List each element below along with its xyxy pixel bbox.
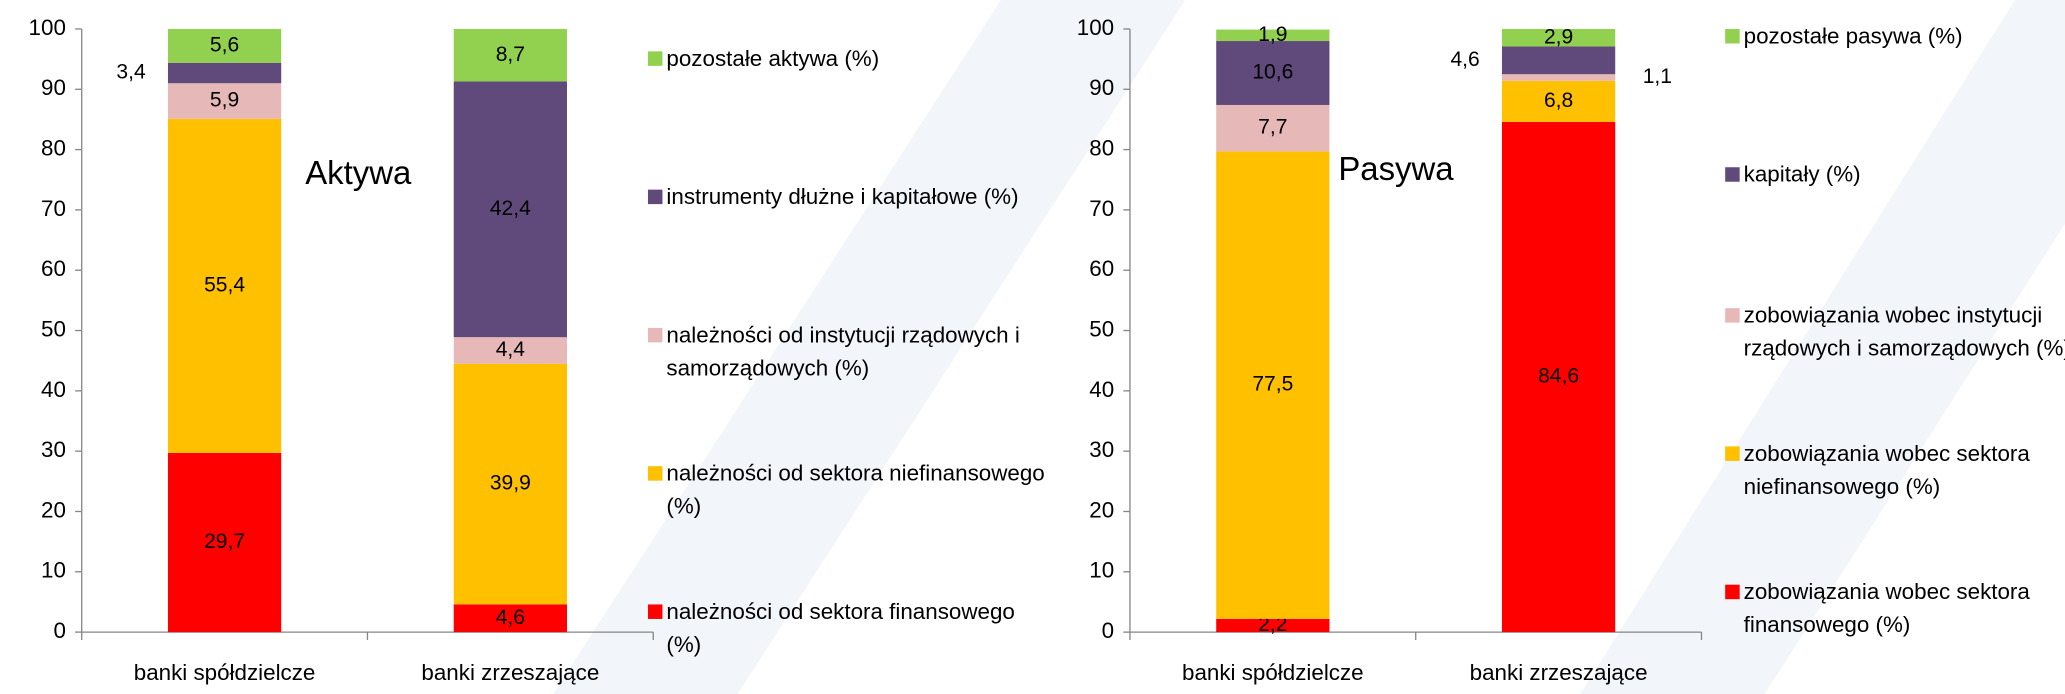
data-label: 4,6 (496, 606, 525, 629)
data-label: 7,7 (1258, 116, 1287, 139)
y-tick-label: 20 (1089, 497, 1114, 522)
y-tick-label: 40 (1089, 377, 1114, 402)
data-label: 29,7 (204, 530, 245, 553)
y-tick-label: 0 (53, 618, 65, 643)
y-tick-label: 50 (1089, 316, 1114, 341)
bar-segment (1501, 74, 1616, 81)
bar-segment (167, 62, 282, 84)
data-label: 6,8 (1544, 89, 1573, 112)
legend-item: zobowiązania wobec sektora niefinansoweg… (1743, 441, 2030, 500)
legend-swatch (1725, 308, 1740, 323)
legend-item: pozostałe pasywa (%) (1743, 23, 1963, 49)
legend-item: kapitały (%) (1743, 161, 1861, 187)
legend-swatch (647, 604, 663, 619)
data-label: 42,4 (490, 197, 531, 220)
legend-swatch (647, 327, 663, 343)
bar-segment (1501, 46, 1616, 75)
bar-segment (1216, 41, 1330, 105)
y-tick-label: 10 (41, 558, 66, 583)
legend-item: zobowiązania wobec instytucji rządowych … (1743, 302, 2065, 361)
y-tick-label: 60 (41, 256, 66, 281)
annotation: Pasywa (1338, 150, 1454, 187)
bar-segment (453, 363, 567, 605)
y-tick-label: 40 (41, 377, 66, 402)
data-label: 5,9 (210, 89, 239, 112)
y-tick-label: 100 (29, 15, 66, 40)
legend-item: pozostałe aktywa (%) (666, 46, 880, 72)
bar-segment (1216, 151, 1330, 619)
y-tick-label: 30 (1089, 437, 1114, 462)
bar-segment (167, 83, 282, 119)
x-tick-label: banki zrzeszające (421, 660, 599, 685)
legend-swatch (647, 189, 663, 205)
legend-label: kapitały (%) (1743, 161, 1861, 187)
data-label: 1,9 (1258, 23, 1287, 46)
data-label: 77,5 (1252, 373, 1293, 396)
y-tick-label: 60 (1089, 256, 1114, 281)
watermark (553, 0, 2065, 694)
x-tick-label: banki zrzeszające (1470, 660, 1648, 685)
y-tick-label: 70 (41, 196, 66, 221)
legend-swatch (1725, 167, 1740, 182)
bar-segment (453, 604, 567, 633)
y-tick-label: 90 (1089, 75, 1114, 100)
x-tick-label: banki spółdzielcze (134, 660, 316, 685)
data-label: 5,6 (210, 33, 239, 56)
legend-item: należności od sektora niefinansowego (%) (666, 460, 1045, 519)
legend-swatch (1725, 446, 1740, 461)
legend-item: należności od sektora finansowego (%) (666, 599, 1015, 658)
y-tick-label: 0 (1102, 618, 1114, 643)
legend-label: należności od instytucji rządowych i sam… (666, 322, 1020, 381)
data-label: 2,9 (1544, 25, 1573, 48)
y-tick-label: 30 (41, 437, 66, 462)
legend-swatch (1725, 584, 1740, 600)
legend-label: należności od sektora niefinansowego (%) (666, 460, 1045, 519)
bar-segment (1501, 80, 1616, 122)
bar-segment (1216, 618, 1330, 633)
legend-item: instrumenty dłużne i kapitałowe (%) (666, 184, 1019, 210)
bar-segment (453, 337, 567, 364)
data-label: 8,7 (496, 43, 525, 66)
legend-label: zobowiązania wobec sektora finansowego (… (1743, 579, 2030, 638)
y-tick-label: 80 (41, 136, 66, 161)
data-label: 3,4 (116, 61, 146, 84)
bar-segment (167, 452, 282, 633)
legend-label: należności od sektora finansowego (%) (666, 599, 1015, 658)
bar-segment (453, 28, 567, 82)
bar-segment (1216, 104, 1330, 152)
y-tick-label: 20 (41, 497, 66, 522)
legend-label: instrumenty dłużne i kapitałowe (%) (666, 184, 1019, 210)
legend-item: zobowiązania wobec sektora finansowego (… (1743, 579, 2030, 638)
legend-swatch (647, 51, 663, 66)
legend-swatch (647, 466, 663, 481)
y-tick-label: 80 (1089, 136, 1114, 161)
data-label: 4,4 (496, 338, 526, 361)
legend-swatch (1725, 28, 1740, 44)
legend-item: należności od instytucji rządowych i sam… (666, 322, 1020, 381)
x-tick-label: banki spółdzielcze (1182, 660, 1364, 685)
data-label: 1,1 (1643, 65, 1672, 88)
legend-label: pozostałe aktywa (%) (666, 46, 880, 72)
data-label: 39,9 (490, 472, 531, 495)
bar-segment (167, 28, 282, 63)
y-tick-label: 70 (1089, 196, 1114, 221)
y-tick-label: 90 (41, 75, 66, 100)
legend-label: pozostałe pasywa (%) (1743, 23, 1963, 49)
annotation: Aktywa (305, 154, 412, 191)
data-label: 55,4 (204, 273, 245, 296)
data-label: 4,6 (1450, 48, 1479, 71)
y-tick-label: 100 (1077, 15, 1114, 40)
y-tick-label: 10 (1089, 558, 1114, 583)
bar-segment (1216, 29, 1330, 42)
legend-label: zobowiązania wobec sektora niefinansoweg… (1743, 441, 2030, 500)
bar-segment (453, 81, 567, 338)
bar-segment (167, 118, 282, 453)
data-label: 84,6 (1538, 365, 1579, 388)
y-tick-label: 50 (41, 316, 66, 341)
bar-segment (1501, 121, 1616, 633)
legend-label: zobowiązania wobec instytucji rządowych … (1743, 302, 2065, 361)
data-label: 10,6 (1252, 61, 1293, 84)
bar-segment (1501, 28, 1616, 47)
